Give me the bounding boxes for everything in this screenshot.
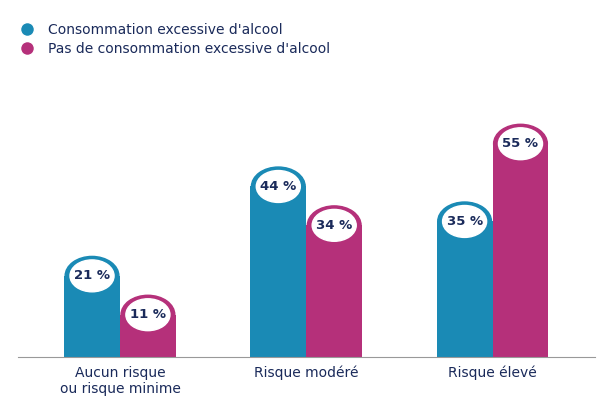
Ellipse shape: [65, 256, 119, 296]
Bar: [120, 315, 176, 358]
Text: 21 %: 21 %: [74, 269, 110, 282]
Ellipse shape: [307, 206, 361, 245]
Bar: [250, 187, 306, 358]
Ellipse shape: [438, 202, 492, 241]
Bar: [492, 144, 548, 358]
Text: 34 %: 34 %: [316, 219, 353, 232]
Text: 35 %: 35 %: [447, 215, 483, 228]
Ellipse shape: [493, 124, 547, 163]
Ellipse shape: [443, 206, 487, 238]
Ellipse shape: [121, 295, 175, 334]
Bar: [306, 225, 362, 358]
Ellipse shape: [251, 167, 305, 206]
Ellipse shape: [70, 260, 114, 292]
Bar: [64, 276, 120, 358]
Ellipse shape: [126, 299, 170, 331]
Text: 44 %: 44 %: [260, 180, 296, 193]
Legend: Consommation excessive d'alcool, Pas de consommation excessive d'alcool: Consommation excessive d'alcool, Pas de …: [13, 23, 330, 56]
Bar: [437, 222, 492, 358]
Text: 11 %: 11 %: [130, 308, 166, 321]
Text: 55 %: 55 %: [503, 137, 539, 150]
Ellipse shape: [312, 209, 356, 241]
Ellipse shape: [498, 128, 542, 160]
Ellipse shape: [256, 171, 300, 203]
